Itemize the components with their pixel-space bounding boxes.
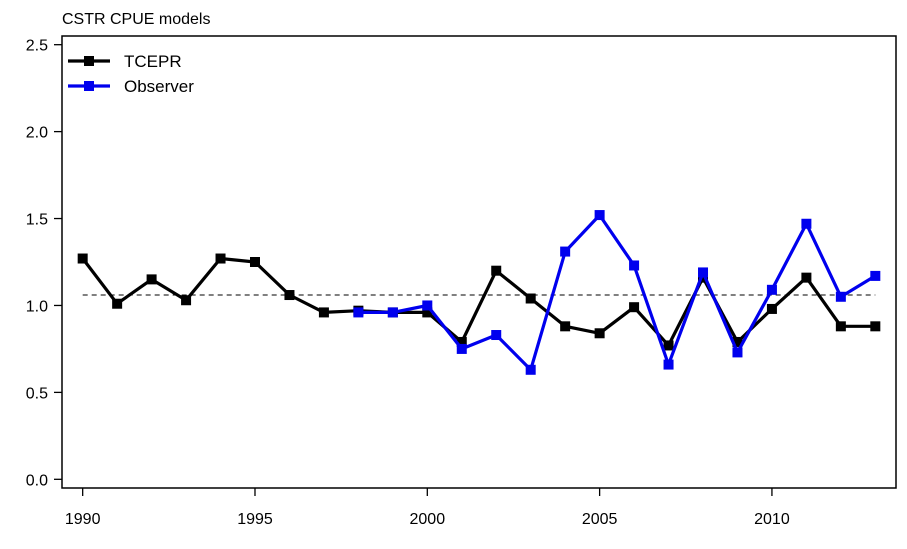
data-point-tcepr (698, 272, 709, 283)
data-point-observer (629, 260, 640, 271)
series-tcepr (77, 253, 881, 351)
data-point-tcepr (215, 253, 226, 264)
data-point-tcepr (284, 290, 295, 301)
data-point-tcepr (77, 253, 88, 264)
legend-marker (84, 81, 94, 91)
x-tick-label: 2005 (582, 511, 618, 528)
data-point-tcepr (146, 274, 157, 285)
data-point-tcepr (629, 302, 640, 313)
data-point-tcepr (663, 340, 674, 351)
data-point-observer (732, 347, 743, 358)
data-point-observer (698, 267, 709, 278)
data-point-observer (594, 210, 605, 221)
legend-item-observer: Observer (68, 77, 194, 96)
series-observer (353, 210, 881, 375)
data-point-tcepr (835, 321, 846, 332)
data-point-observer (422, 300, 433, 311)
data-point-tcepr (181, 295, 192, 306)
y-tick-label: 1.5 (26, 212, 48, 229)
y-tick-label: 2.5 (26, 38, 48, 55)
data-point-observer (801, 218, 812, 229)
legend-label: Observer (124, 77, 194, 96)
legend-label: TCEPR (124, 52, 182, 71)
legend: TCEPR Observer (68, 52, 194, 96)
data-point-tcepr (801, 272, 812, 283)
data-point-observer (353, 307, 364, 318)
data-point-tcepr (870, 321, 881, 332)
y-tick-label: 0.0 (26, 472, 48, 489)
data-point-tcepr (422, 307, 433, 318)
x-tick-label: 1990 (65, 511, 101, 528)
x-tick-label: 2000 (410, 511, 446, 528)
y-tick-label: 0.5 (26, 385, 48, 402)
data-point-observer (560, 246, 571, 257)
data-point-tcepr (594, 328, 605, 339)
data-point-observer (491, 330, 502, 341)
data-point-observer (835, 291, 846, 302)
data-point-tcepr (766, 303, 777, 314)
data-point-observer (766, 284, 777, 295)
x-tick-label: 1995 (237, 511, 273, 528)
x-tick-label: 2010 (754, 511, 790, 528)
y-axis: 0.0 0.5 1.0 1.5 2.0 2.5 (26, 38, 62, 489)
series-line-tcepr (81, 256, 876, 347)
chart-title: CSTR CPUE models (62, 11, 210, 28)
data-point-tcepr (456, 336, 467, 347)
series-line-observer (358, 213, 877, 372)
data-point-observer (870, 270, 881, 281)
data-point-tcepr (560, 321, 571, 332)
data-point-tcepr (732, 336, 743, 347)
y-tick-label: 2.0 (26, 125, 48, 142)
x-axis: 1990 1995 2000 2005 2010 (65, 488, 790, 528)
data-point-observer (387, 307, 398, 318)
y-tick-label: 1.0 (26, 298, 48, 315)
legend-item-tcepr: TCEPR (68, 52, 182, 71)
data-point-tcepr (525, 293, 536, 304)
legend-marker (84, 56, 94, 66)
data-point-observer (525, 364, 536, 375)
data-point-observer (456, 343, 467, 354)
data-point-tcepr (318, 307, 329, 318)
series-layer (77, 210, 881, 375)
data-point-tcepr (112, 298, 123, 309)
data-point-tcepr (249, 257, 260, 267)
data-point-observer (663, 359, 674, 370)
plot-area-frame (61, 35, 897, 489)
data-point-tcepr (491, 265, 502, 276)
